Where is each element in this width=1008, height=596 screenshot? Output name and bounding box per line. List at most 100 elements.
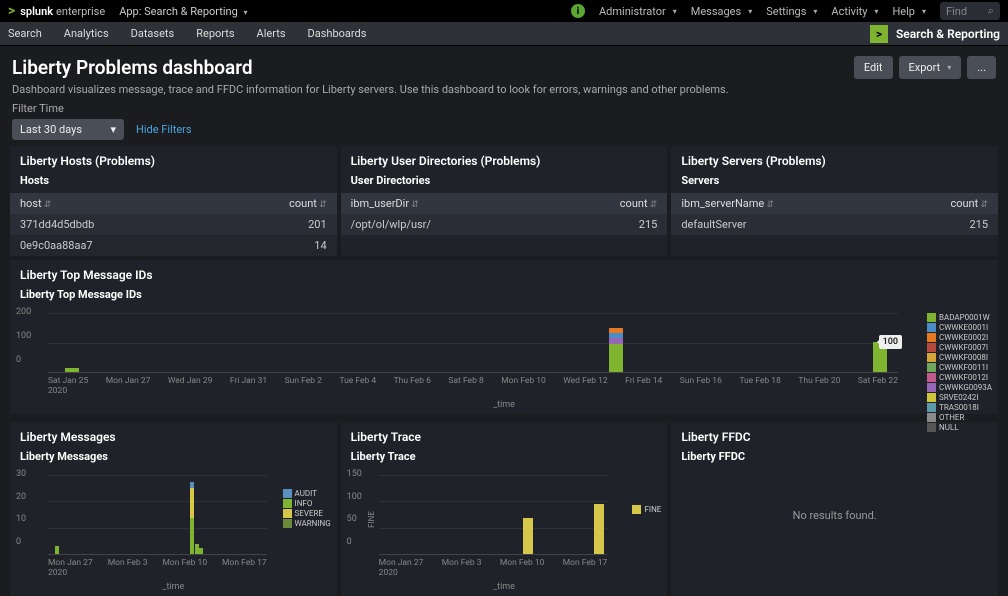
x-label: Mon Feb 3 <box>442 558 482 578</box>
brand-chevron-icon: > <box>8 3 15 19</box>
legend-item: SEVERE <box>283 509 331 518</box>
col-host[interactable]: host <box>10 193 213 214</box>
x-label: Thu Feb 6 <box>394 376 431 396</box>
page-title: Liberty Problems dashboard <box>12 56 854 79</box>
panel-sub: Servers <box>671 174 998 193</box>
app-badge[interactable]: > Search & Reporting <box>870 25 1000 43</box>
legend-item: TRAS0018I <box>927 403 992 412</box>
legend-item: OTHER <box>927 413 992 422</box>
more-button[interactable]: ... <box>967 56 996 79</box>
userdirs-table: ibm_userDir count /opt/ol/wlp/usr/ 215 <box>341 193 668 235</box>
tab-alerts[interactable]: Alerts <box>257 27 286 40</box>
legend-item: CWWKF0012I <box>927 373 992 382</box>
x-label: Mon Jan 272020 <box>48 558 93 578</box>
legend-item: WARNING <box>283 519 331 528</box>
brand: > splunk enterprise <box>8 3 105 19</box>
chart-bar <box>199 548 203 554</box>
brand-main: splunk <box>20 5 53 18</box>
tab-reports[interactable]: Reports <box>196 27 234 40</box>
x-label: Mon Feb 10 <box>501 376 546 396</box>
x-label: Wed Feb 12 <box>563 376 607 396</box>
x-label: Tue Feb 4 <box>339 376 376 396</box>
activity-menu[interactable]: Activity <box>831 5 878 18</box>
legend-item: INFO <box>283 499 331 508</box>
panel-title: Liberty Hosts (Problems) <box>10 146 337 174</box>
tab-datasets[interactable]: Datasets <box>131 27 175 40</box>
servers-table: ibm_serverName count defaultServer 215 <box>671 193 998 235</box>
x-label: Mon Feb 3 <box>108 558 148 578</box>
chart-bar <box>594 504 604 554</box>
top-message-ids-panel: Liberty Top Message IDs Liberty Top Mess… <box>10 260 998 414</box>
trace-chart: 150 100 50 0 FINE Mon Jan 272020Mon Feb … <box>341 469 668 596</box>
time-range-selector[interactable]: Last 30 days▾ <box>12 119 124 140</box>
panel-title: Liberty Top Message IDs <box>10 260 998 288</box>
x-label: Sat Feb 8 <box>448 376 483 396</box>
col-count[interactable]: count <box>888 193 998 214</box>
app-badge-label: Search & Reporting <box>896 27 1000 41</box>
col-count[interactable]: count <box>548 193 667 214</box>
tab-search[interactable]: Search <box>8 27 42 40</box>
admin-menu[interactable]: Administrator <box>599 5 677 18</box>
nav-bar: Search Analytics Datasets Reports Alerts… <box>0 22 1008 46</box>
tab-analytics[interactable]: Analytics <box>64 27 109 40</box>
chart-legend: AUDITINFOSEVEREWARNING <box>283 489 331 528</box>
tab-dashboards[interactable]: Dashboards <box>308 27 367 40</box>
x-label: Mon Feb 10 <box>162 558 207 578</box>
messages-chart: 30 20 10 0 Mon Jan 272020Mon Feb 3Mon Fe… <box>10 469 337 596</box>
chart-bar <box>523 518 533 554</box>
table-row[interactable]: 371dd4d5dbdb 201 <box>10 214 337 235</box>
legend-item: SRVE0242I <box>927 393 992 402</box>
chart-bar <box>609 328 623 372</box>
chart-bar <box>65 368 79 372</box>
panel-sub: Liberty Top Message IDs <box>10 288 998 307</box>
table-row[interactable]: 0e9c0aa88aa7 14 <box>10 235 337 256</box>
x-label: Sun Feb 2 <box>285 376 322 396</box>
panel-title: Liberty Messages <box>10 422 337 450</box>
settings-menu[interactable]: Settings <box>766 5 817 18</box>
col-userdir[interactable]: ibm_userDir <box>341 193 549 214</box>
legend-item: NULL <box>927 423 992 432</box>
hosts-table: host count 371dd4d5dbdb 201 0e9c0aa88aa7… <box>10 193 337 256</box>
panel-sub: Hosts <box>10 174 337 193</box>
table-row[interactable]: /opt/ol/wlp/usr/ 215 <box>341 214 668 235</box>
x-label: Mon Jan 27 <box>106 376 151 396</box>
table-row[interactable]: defaultServer 215 <box>671 214 998 235</box>
find-input[interactable]: Find ⌕ <box>940 2 1000 20</box>
chart-callout: 100 <box>879 335 902 349</box>
x-label: Fri Feb 14 <box>625 376 662 396</box>
legend-item: CWWKF0008I <box>927 353 992 362</box>
legend-item: BADAP0001W <box>927 313 992 322</box>
x-label: Sat Jan 252020 <box>48 376 88 396</box>
messages-menu[interactable]: Messages <box>691 5 752 18</box>
col-server[interactable]: ibm_serverName <box>671 193 887 214</box>
x-label: Wed Jan 29 <box>168 376 213 396</box>
legend-item: CWWKF0011I <box>927 363 992 372</box>
panel-sub: User Directories <box>341 174 668 193</box>
no-results: No results found. <box>671 469 998 562</box>
col-count[interactable]: count <box>213 193 337 214</box>
info-icon[interactable]: i <box>571 4 585 18</box>
hide-filters-link[interactable]: Hide Filters <box>136 123 192 136</box>
legend-item: CWWKE0002I <box>927 333 992 342</box>
chart-bar <box>55 546 59 554</box>
filter-row: Filter Time Last 30 days▾ Hide Filters <box>0 102 1008 146</box>
x-label: Mon Feb 17 <box>563 558 608 578</box>
x-label: Mon Feb 17 <box>222 558 267 578</box>
help-menu[interactable]: Help <box>892 5 926 18</box>
legend-item: CWWKF0007I <box>927 343 992 352</box>
x-label: Thu Feb 20 <box>798 376 840 396</box>
edit-button[interactable]: Edit <box>854 56 893 79</box>
topmsg-chart: 200 100 0 Sat Jan 252020Mon Jan 27Wed Ja… <box>10 307 998 414</box>
topbar-right: i Administrator Messages Settings Activi… <box>571 2 1000 20</box>
panel-sub: Liberty Trace <box>341 450 668 469</box>
servers-panel: Liberty Servers (Problems) Servers ibm_s… <box>671 146 998 256</box>
panel-sub: Liberty FFDC <box>671 450 998 469</box>
app-selector[interactable]: App: Search & Reporting <box>119 5 247 18</box>
panel-title: Liberty Trace <box>341 422 668 450</box>
panel-title: Liberty User Directories (Problems) <box>341 146 668 174</box>
x-label: Mon Feb 10 <box>500 558 545 578</box>
export-button[interactable]: Export <box>899 56 962 79</box>
top-bar: > splunk enterprise App: Search & Report… <box>0 0 1008 22</box>
legend-item: CWWKG0093A <box>927 383 992 392</box>
chart-legend: BADAP0001WCWWKE0001ICWWKE0002ICWWKF0007I… <box>927 313 992 432</box>
